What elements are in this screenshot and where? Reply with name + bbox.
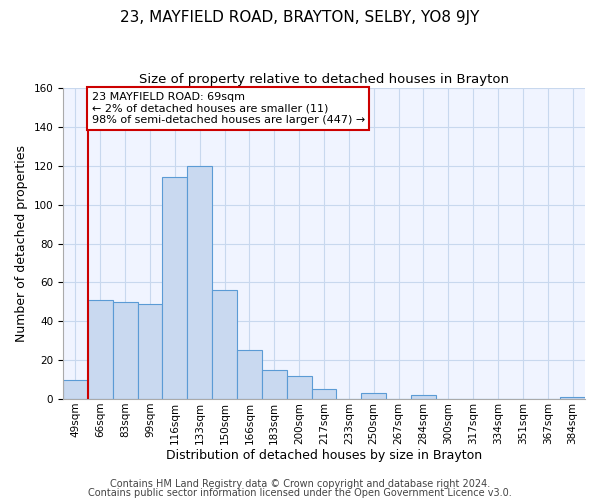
Text: 23, MAYFIELD ROAD, BRAYTON, SELBY, YO8 9JY: 23, MAYFIELD ROAD, BRAYTON, SELBY, YO8 9… [121,10,479,25]
Title: Size of property relative to detached houses in Brayton: Size of property relative to detached ho… [139,72,509,86]
Bar [212,290,237,399]
Bar [287,376,311,399]
Bar [361,393,386,399]
Bar [411,395,436,399]
Y-axis label: Number of detached properties: Number of detached properties [15,145,28,342]
Bar [262,370,287,399]
Bar [187,166,212,399]
Text: Contains public sector information licensed under the Open Government Licence v3: Contains public sector information licen… [88,488,512,498]
X-axis label: Distribution of detached houses by size in Brayton: Distribution of detached houses by size … [166,450,482,462]
Bar [237,350,262,399]
Bar [163,178,187,399]
Bar [137,304,163,399]
Text: Contains HM Land Registry data © Crown copyright and database right 2024.: Contains HM Land Registry data © Crown c… [110,479,490,489]
Bar [88,300,113,399]
Bar [560,397,585,399]
Text: 23 MAYFIELD ROAD: 69sqm
← 2% of detached houses are smaller (11)
98% of semi-det: 23 MAYFIELD ROAD: 69sqm ← 2% of detached… [92,92,365,125]
Bar [63,380,88,399]
Bar [113,302,137,399]
Bar [311,390,337,399]
